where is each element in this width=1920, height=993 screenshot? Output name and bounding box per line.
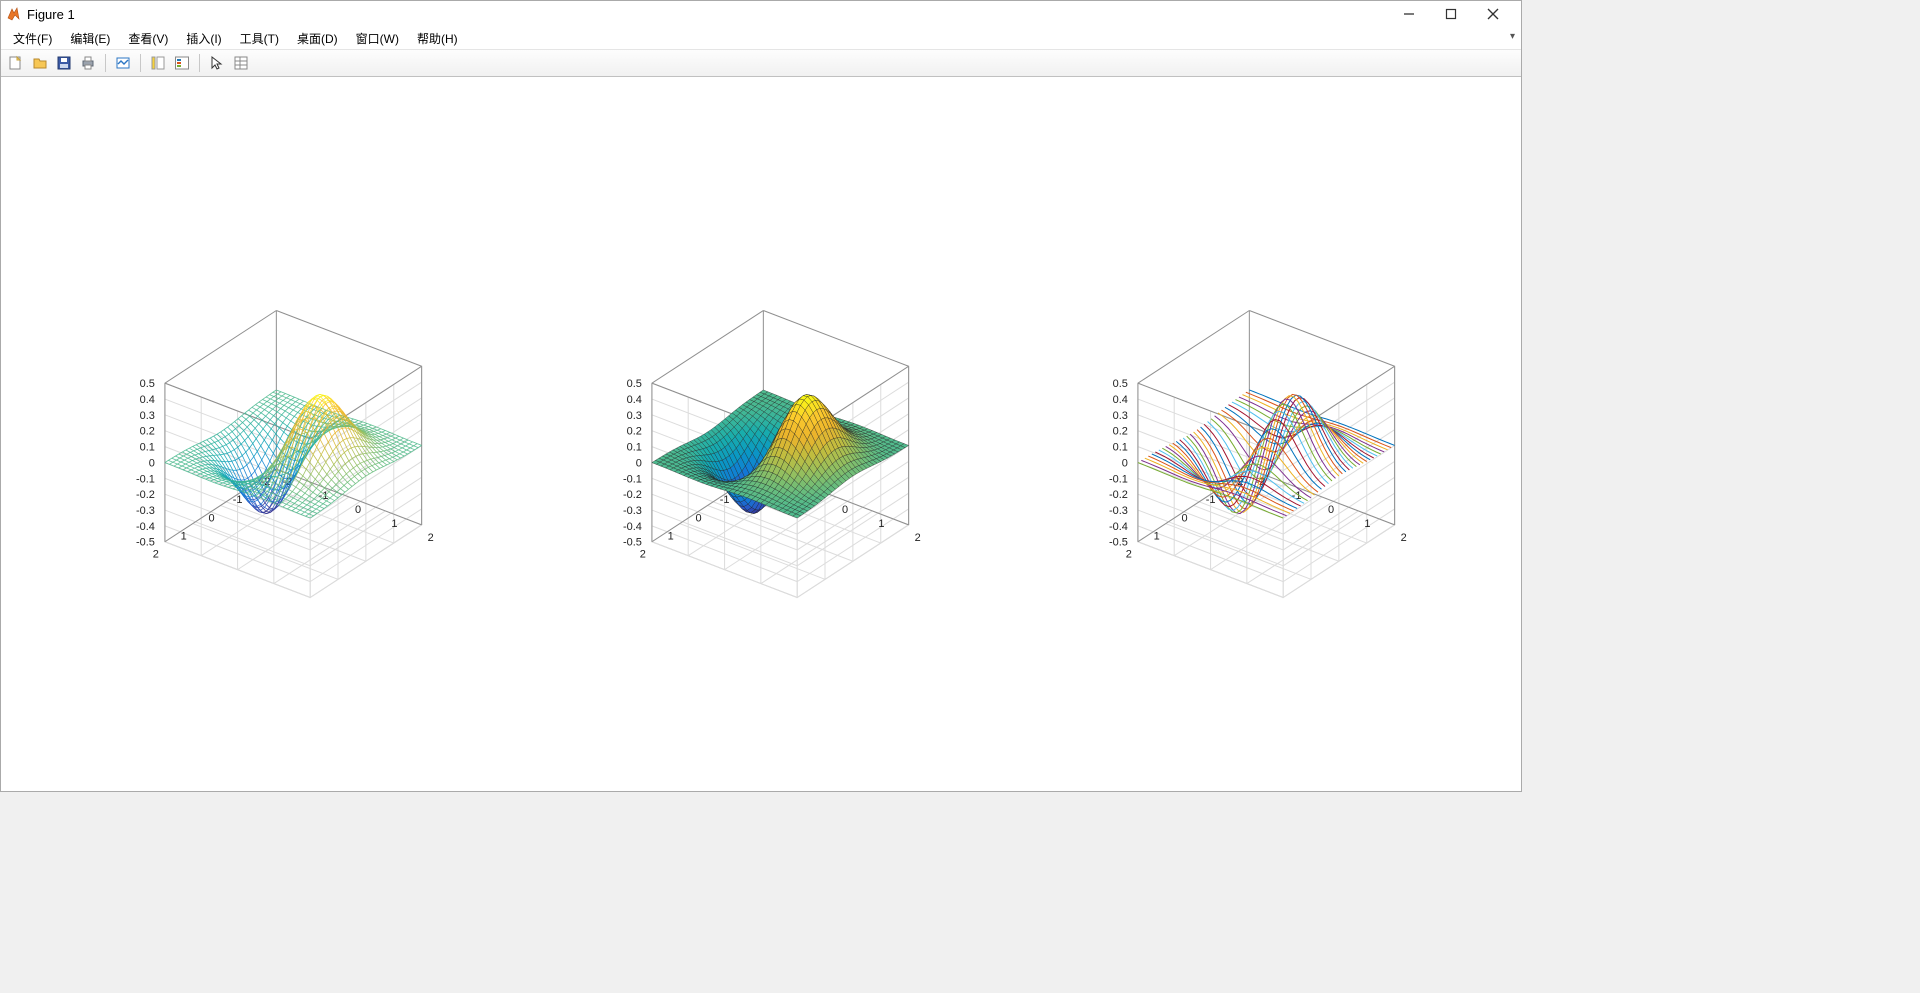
svg-text:-0.3: -0.3	[136, 505, 155, 517]
subplot-2-surf[interactable]: -0.5-0.4-0.3-0.2-0.100.10.20.30.40.5-2-1…	[548, 137, 995, 771]
menu-item[interactable]: 帮助(H)	[409, 28, 466, 49]
svg-text:0.5: 0.5	[626, 378, 641, 390]
svg-text:1: 1	[391, 518, 397, 530]
svg-text:0: 0	[635, 457, 641, 469]
window-title: Figure 1	[27, 7, 75, 22]
menu-item[interactable]: 编辑(E)	[62, 28, 118, 49]
svg-text:-0.4: -0.4	[623, 521, 642, 533]
svg-text:2: 2	[1401, 532, 1407, 544]
svg-text:0.4: 0.4	[1113, 394, 1128, 406]
menu-item[interactable]: 桌面(D)	[289, 28, 346, 49]
svg-text:-0.5: -0.5	[136, 537, 155, 549]
svg-text:0.3: 0.3	[1113, 410, 1128, 422]
svg-text:0: 0	[209, 512, 215, 524]
svg-text:0: 0	[1328, 504, 1334, 516]
open-property-icon[interactable]	[230, 52, 252, 74]
svg-text:-0.4: -0.4	[136, 521, 155, 533]
link-icon[interactable]	[112, 52, 134, 74]
svg-text:-1: -1	[233, 494, 243, 506]
svg-text:-0.3: -0.3	[623, 505, 642, 517]
insert-colorbar-icon[interactable]	[147, 52, 169, 74]
toolbar-separator	[140, 54, 141, 72]
svg-text:-0.1: -0.1	[623, 473, 642, 485]
svg-text:-0.1: -0.1	[1109, 473, 1128, 485]
svg-text:-0.2: -0.2	[623, 489, 642, 501]
svg-text:0: 0	[1182, 512, 1188, 524]
svg-text:1: 1	[878, 518, 884, 530]
save-icon[interactable]	[53, 52, 75, 74]
svg-text:1: 1	[1365, 518, 1371, 530]
svg-text:-0.4: -0.4	[1109, 521, 1128, 533]
svg-text:-0.2: -0.2	[1109, 489, 1128, 501]
maximize-button[interactable]	[1431, 2, 1471, 26]
svg-text:0.2: 0.2	[626, 426, 641, 438]
svg-text:2: 2	[153, 549, 159, 561]
svg-text:1: 1	[667, 531, 673, 543]
edit-plot-icon[interactable]	[206, 52, 228, 74]
svg-text:1: 1	[1154, 531, 1160, 543]
svg-text:0: 0	[695, 512, 701, 524]
close-button[interactable]	[1473, 2, 1513, 26]
figure-window: Figure 1 文件(F)编辑(E)查看(V)插入(I)工具(T)桌面(D)窗…	[0, 0, 1522, 792]
matlab-logo-icon	[5, 6, 21, 22]
svg-text:-0.3: -0.3	[1109, 505, 1128, 517]
svg-text:-0.5: -0.5	[623, 537, 642, 549]
svg-text:2: 2	[428, 532, 434, 544]
svg-text:0.2: 0.2	[1113, 426, 1128, 438]
svg-text:-0.5: -0.5	[1109, 537, 1128, 549]
subplot-1-mesh[interactable]: -0.5-0.4-0.3-0.2-0.100.10.20.30.40.5-2-1…	[61, 137, 508, 771]
axes3d-plot3: -0.5-0.4-0.3-0.2-0.100.10.20.30.40.5-2-1…	[1034, 137, 1481, 771]
svg-text:2: 2	[914, 532, 920, 544]
svg-text:0.3: 0.3	[140, 410, 155, 422]
svg-text:0: 0	[149, 457, 155, 469]
svg-text:1: 1	[181, 531, 187, 543]
svg-text:-0.1: -0.1	[136, 473, 155, 485]
menu-item[interactable]: 文件(F)	[5, 28, 60, 49]
svg-text:0.1: 0.1	[1113, 442, 1128, 454]
svg-text:0.5: 0.5	[1113, 378, 1128, 390]
menu-item[interactable]: 插入(I)	[178, 28, 229, 49]
svg-text:-1: -1	[1206, 494, 1216, 506]
open-file-icon[interactable]	[29, 52, 51, 74]
svg-text:0.5: 0.5	[140, 378, 155, 390]
svg-text:0.4: 0.4	[140, 394, 155, 406]
insert-legend-icon[interactable]	[171, 52, 193, 74]
svg-text:0.4: 0.4	[626, 394, 641, 406]
toolbar-separator	[199, 54, 200, 72]
svg-text:0: 0	[842, 504, 848, 516]
svg-text:0.3: 0.3	[626, 410, 641, 422]
svg-text:2: 2	[1126, 549, 1132, 561]
svg-text:0: 0	[1122, 457, 1128, 469]
subplot-3-plot3[interactable]: -0.5-0.4-0.3-0.2-0.100.10.20.30.40.5-2-1…	[1034, 137, 1481, 771]
menu-item[interactable]: 窗口(W)	[348, 28, 407, 49]
axes3d-mesh: -0.5-0.4-0.3-0.2-0.100.10.20.30.40.5-2-1…	[61, 137, 508, 771]
figure-canvas[interactable]: -0.5-0.4-0.3-0.2-0.100.10.20.30.40.5-2-1…	[1, 77, 1521, 791]
minimize-button[interactable]	[1389, 2, 1429, 26]
axes3d-surf: -0.5-0.4-0.3-0.2-0.100.10.20.30.40.5-2-1…	[548, 137, 995, 771]
svg-text:2: 2	[639, 549, 645, 561]
titlebar: Figure 1	[1, 1, 1521, 27]
toolbar-separator	[105, 54, 106, 72]
print-icon[interactable]	[77, 52, 99, 74]
menu-item[interactable]: 查看(V)	[120, 28, 176, 49]
window-controls	[1389, 2, 1513, 26]
subplot-row: -0.5-0.4-0.3-0.2-0.100.10.20.30.40.5-2-1…	[61, 137, 1481, 771]
toolbar	[1, 50, 1521, 77]
svg-text:0.1: 0.1	[626, 442, 641, 454]
new-figure-icon[interactable]	[5, 52, 27, 74]
svg-text:0: 0	[355, 504, 361, 516]
menu-item[interactable]: 工具(T)	[232, 28, 287, 49]
svg-text:-1: -1	[719, 494, 729, 506]
svg-text:-0.2: -0.2	[136, 489, 155, 501]
menubar: 文件(F)编辑(E)查看(V)插入(I)工具(T)桌面(D)窗口(W)帮助(H)…	[1, 27, 1521, 50]
menubar-overflow-icon[interactable]: ▾	[1510, 31, 1515, 42]
svg-text:0.2: 0.2	[140, 426, 155, 438]
svg-text:0.1: 0.1	[140, 442, 155, 454]
